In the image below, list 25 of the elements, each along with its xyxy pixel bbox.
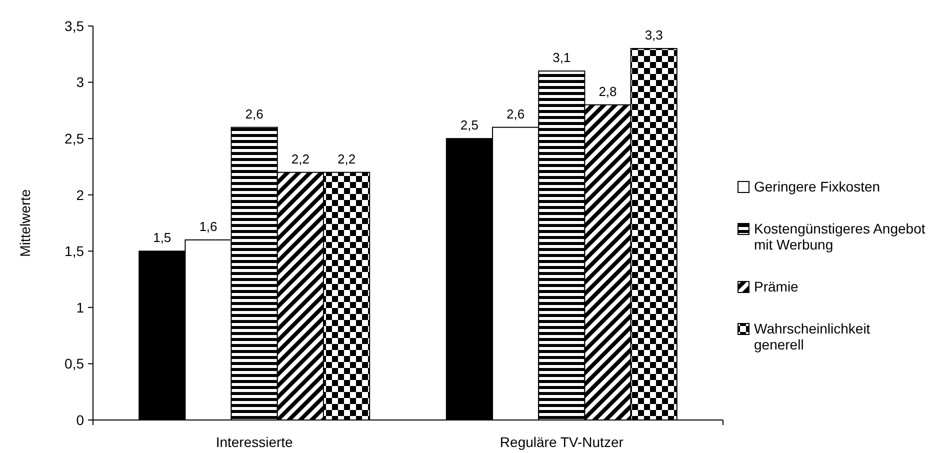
y-tick-label: 0,5 [64, 356, 84, 372]
y-axis-title: Mittelwerte [17, 188, 33, 257]
y-tick-label: 0 [76, 412, 84, 428]
y-tick-label: 1 [76, 299, 84, 316]
y-tick-label: 2 [76, 186, 84, 203]
legend-label: Kostengünstigeres Angebot mit Werbung [754, 220, 926, 252]
data-label: 1,5 [153, 230, 172, 246]
data-label: 2,5 [460, 118, 478, 133]
x-tick-label: Interessierte [216, 434, 294, 450]
data-label: 2,6 [245, 106, 264, 122]
data-label: 1,6 [199, 218, 218, 234]
data-label: 2,6 [506, 106, 525, 122]
legend-label: Prämie [754, 278, 799, 294]
legend-label: Geringere Fixkosten [754, 178, 880, 194]
data-label: 2,8 [598, 84, 617, 99]
data-label: 3,1 [552, 50, 571, 66]
data-label: 2,2 [291, 151, 310, 166]
x-tick-label: Reguläre TV-Nutzer [500, 434, 624, 450]
legend-label: Wahrscheinlichkeit generell [754, 320, 870, 352]
y-tick-label: 3,5 [64, 18, 84, 34]
y-tick-label: 3 [76, 74, 84, 90]
y-tick-label: 1,5 [64, 243, 84, 260]
data-label: 3,3 [644, 28, 663, 43]
data-label: 2,2 [338, 151, 356, 166]
y-tick-label: 2,5 [64, 130, 84, 146]
